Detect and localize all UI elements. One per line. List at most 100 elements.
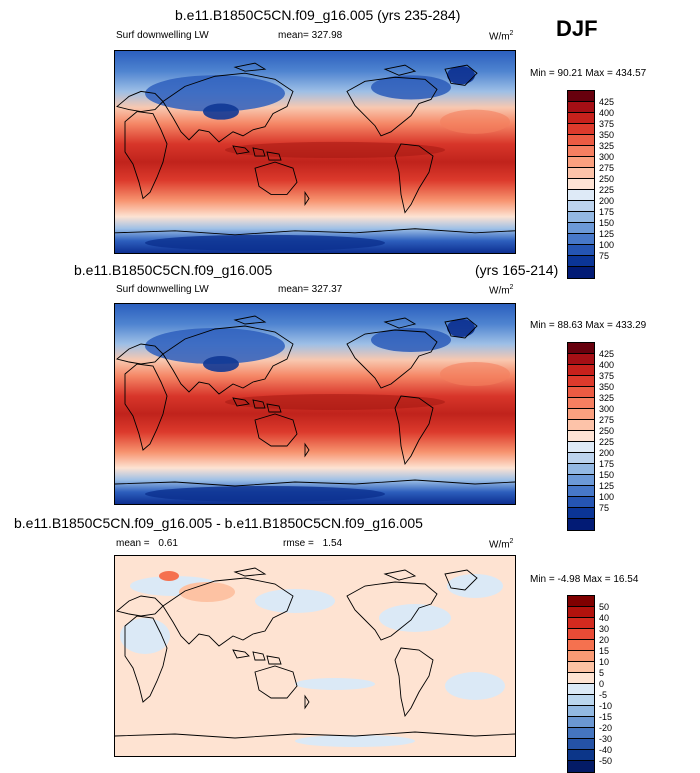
colorbar-box: [568, 629, 594, 640]
colorbar-label: 200: [599, 448, 615, 458]
colorbar-box: [568, 497, 594, 508]
colorbar-box: [568, 113, 594, 124]
colorbar-label: 400: [599, 360, 615, 370]
colorbar-box: [568, 267, 594, 278]
colorbar-box: [568, 706, 594, 717]
colorbar-label: 425: [599, 349, 615, 359]
colorbar-box: [568, 365, 594, 376]
colorbar-label: 250: [599, 426, 615, 436]
colorbar-box: [568, 618, 594, 629]
colorbar-label: -30: [599, 734, 613, 744]
colorbar-box: [568, 684, 594, 695]
panel3-units-exp: 2: [509, 538, 514, 545]
colorbar-label: 40: [599, 613, 610, 623]
colorbar-label: 150: [599, 218, 615, 228]
colorbar-box: [568, 442, 594, 453]
colorbar-box: [568, 179, 594, 190]
colorbar-label: -15: [599, 712, 613, 722]
colorbar-box: [568, 431, 594, 442]
colorbar-label: 275: [599, 415, 615, 425]
panel1-mean: mean= 327.98: [278, 30, 342, 41]
panel1-minmax: Min = 90.21 Max = 434.57: [530, 68, 647, 79]
colorbar-label: 75: [599, 503, 610, 513]
colorbar-box: [568, 223, 594, 234]
panel1-variable: Surf downwelling LW: [116, 30, 209, 41]
colorbar-label: -40: [599, 745, 613, 755]
colorbar-box: [568, 398, 594, 409]
panel2-units-text: W/m: [489, 285, 510, 297]
colorbar-box: [568, 695, 594, 706]
colorbar-label: 225: [599, 437, 615, 447]
colorbar-box: [568, 146, 594, 157]
colorbar-label: 0: [599, 679, 605, 689]
colorbar-label: 5: [599, 668, 605, 678]
panel2-mean-label: mean=: [278, 284, 309, 295]
panel2-minmax: Min = 88.63 Max = 433.29: [530, 320, 647, 331]
colorbar-box: [568, 124, 594, 135]
colorbar-label: 300: [599, 152, 615, 162]
colorbar-label: 300: [599, 404, 615, 414]
colorbar-box: [568, 464, 594, 475]
colorbar-label: 150: [599, 470, 615, 480]
colorbar-label: -20: [599, 723, 613, 733]
colorbar-box: [568, 409, 594, 420]
panel3-mean: mean = 0.61: [116, 538, 178, 549]
panel3-mean-value: 0.61: [158, 538, 178, 549]
colorbar-box: [568, 728, 594, 739]
colorbar-box: [568, 662, 594, 673]
panel2-colorbar: [567, 342, 595, 531]
colorbar-label: 400: [599, 108, 615, 118]
colorbar-box: [568, 102, 594, 113]
colorbar-box: [568, 508, 594, 519]
panel1-mean-value: 327.98: [311, 30, 343, 41]
colorbar-box: [568, 91, 594, 102]
panel3-mean-label: mean =: [116, 538, 150, 549]
colorbar-box: [568, 157, 594, 168]
panel1-units-text: W/m: [489, 31, 510, 43]
colorbar-box: [568, 212, 594, 223]
colorbar-box: [568, 651, 594, 662]
panel2-units-exp: 2: [509, 284, 514, 291]
colorbar-label: 200: [599, 196, 615, 206]
panel2-map: [114, 303, 516, 505]
colorbar-box: [568, 453, 594, 464]
colorbar-box: [568, 245, 594, 256]
colorbar-label: -10: [599, 701, 613, 711]
colorbar-label: 425: [599, 97, 615, 107]
colorbar-box: [568, 190, 594, 201]
panel1-map: [114, 50, 516, 254]
panel3-title: b.e11.B1850C5CN.f09_g16.005 - b.e11.B185…: [14, 515, 423, 531]
colorbar-box: [568, 607, 594, 618]
colorbar-box: [568, 750, 594, 761]
colorbar-label: 100: [599, 240, 615, 250]
colorbar-label: 15: [599, 646, 610, 656]
colorbar-label: 325: [599, 141, 615, 151]
colorbar-label: 75: [599, 251, 610, 261]
panel1-units-exp: 2: [509, 30, 514, 37]
panel2-title-right: (yrs 165-214): [475, 262, 559, 278]
panel2-title: b.e11.B1850C5CN.f09_g16.005: [74, 262, 273, 278]
colorbar-box: [568, 475, 594, 486]
colorbar-box: [568, 256, 594, 267]
colorbar-label: 250: [599, 174, 615, 184]
panel1-colorbar: [567, 90, 595, 279]
colorbar-box: [568, 201, 594, 212]
panel1-units: W/m2: [489, 30, 513, 42]
colorbar-box: [568, 354, 594, 365]
colorbar-label: 375: [599, 119, 615, 129]
colorbar-label: -50: [599, 756, 613, 766]
colorbar-label: -5: [599, 690, 608, 700]
colorbar-label: 375: [599, 371, 615, 381]
colorbar-box: [568, 135, 594, 146]
panel2-mean-value: 327.37: [311, 284, 343, 295]
colorbar-box: [568, 640, 594, 651]
panel3-colorbar: [567, 595, 595, 773]
colorbar-label: 20: [599, 635, 610, 645]
panel3-units: W/m2: [489, 538, 513, 550]
panel3-rmse-value: 1.54: [322, 538, 343, 549]
colorbar-box: [568, 596, 594, 607]
colorbar-label: 175: [599, 459, 615, 469]
colorbar-label: 125: [599, 229, 615, 239]
colorbar-label: 10: [599, 657, 610, 667]
panel2-variable: Surf downwelling LW: [116, 284, 209, 295]
